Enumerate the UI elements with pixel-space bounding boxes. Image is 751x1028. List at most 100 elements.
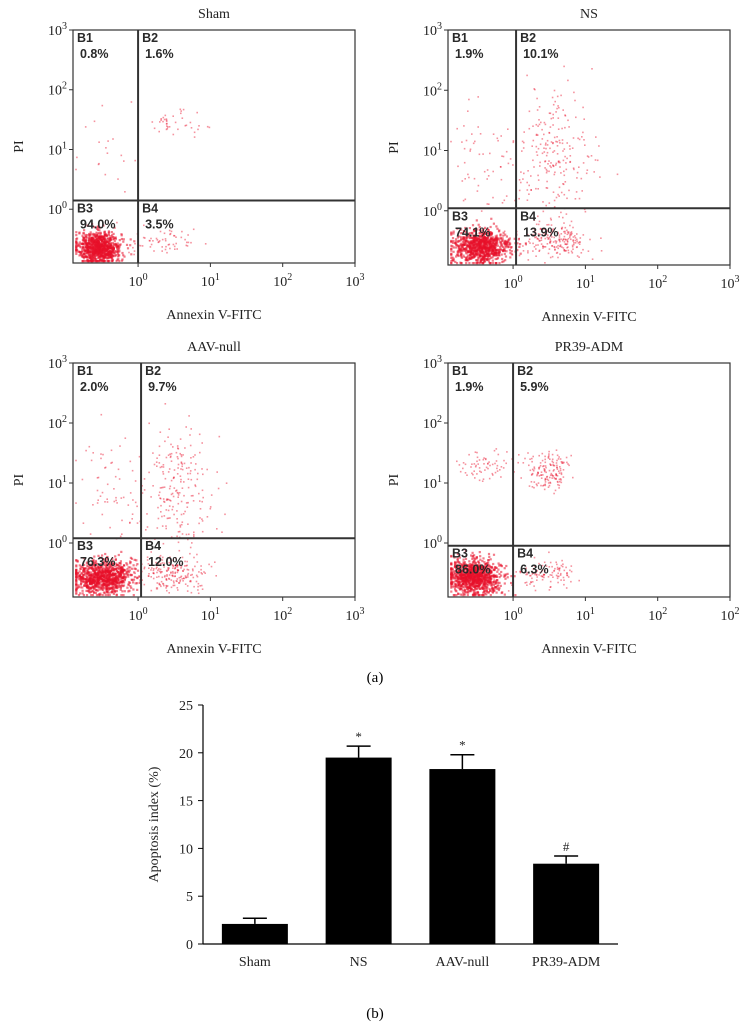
scatter-point — [122, 238, 125, 241]
scatter-point — [465, 570, 468, 573]
scatter-point — [454, 573, 457, 576]
scatter-point — [569, 161, 571, 163]
scatter-point — [183, 568, 185, 571]
scatter-point — [190, 462, 192, 464]
scatter-point — [538, 119, 540, 121]
scatter-point — [81, 565, 84, 568]
scatter-point — [473, 177, 476, 180]
scatter-point — [165, 585, 168, 588]
scatter-point — [148, 573, 150, 575]
scatter-point — [458, 248, 461, 251]
scatter-point — [458, 573, 461, 576]
scatter-point — [169, 453, 171, 455]
scatter-point — [518, 197, 520, 200]
scatter-point — [491, 249, 494, 252]
scatter-point — [464, 259, 467, 262]
scatter-point — [493, 237, 496, 240]
scatter-point — [469, 148, 472, 151]
scatter-point — [104, 173, 107, 176]
scatter-point — [165, 509, 168, 511]
scatter-point — [78, 578, 81, 581]
scatter-point — [111, 588, 114, 591]
scatter-point — [465, 251, 468, 254]
scatter-point — [556, 153, 559, 155]
scatter-point — [100, 413, 103, 416]
scatter-point — [88, 589, 91, 592]
scatter-point — [88, 575, 91, 578]
scatter-point — [549, 240, 551, 243]
scatter-point — [186, 506, 189, 508]
scatter-point — [83, 577, 86, 580]
scatter-point — [130, 573, 133, 577]
scatter-point — [111, 235, 114, 238]
scatter-point — [158, 241, 160, 243]
scatter-point — [535, 123, 538, 126]
scatter-point — [474, 246, 477, 249]
scatter-point — [143, 583, 146, 586]
scatter-point — [176, 518, 178, 520]
scatter-point — [535, 574, 538, 576]
scatter-point — [179, 108, 182, 111]
scatter-point — [522, 245, 524, 247]
scatter-point — [105, 560, 108, 563]
scatter-point — [93, 249, 96, 252]
scatter-point — [81, 255, 84, 258]
scatter-point — [489, 589, 492, 592]
scatter-point — [170, 493, 173, 496]
scatter-point — [545, 147, 547, 150]
scatter-point — [474, 249, 477, 252]
scatter-point — [201, 588, 204, 590]
scatter-point — [110, 587, 113, 590]
scatter-point — [572, 236, 575, 238]
scatter-point — [507, 245, 510, 249]
scatter-point — [99, 244, 102, 247]
scatter-point — [172, 565, 175, 568]
scatter-point — [121, 581, 124, 584]
scatter-point — [569, 224, 571, 227]
scatter-point — [486, 579, 489, 582]
scatter-point — [87, 570, 90, 574]
scatter-point — [539, 571, 541, 574]
scatter-point — [109, 564, 112, 567]
scatter-point — [141, 245, 144, 247]
scatter-point — [567, 251, 570, 254]
scatter-point — [509, 158, 512, 160]
scatter-point — [131, 513, 134, 515]
scatter-point — [463, 568, 466, 571]
scatter-point — [452, 571, 455, 574]
scatter-point — [483, 588, 486, 591]
scatter-point — [96, 226, 99, 229]
scatter-point — [102, 241, 106, 244]
scatter-point — [529, 583, 531, 585]
scatter-point — [164, 248, 167, 251]
scatter-point — [566, 240, 569, 242]
scatter-point — [468, 176, 470, 179]
scatter-point — [485, 565, 488, 568]
scatter-point — [108, 566, 111, 569]
scatter-point — [546, 180, 548, 183]
scatter-point — [464, 549, 467, 552]
scatter-point — [107, 250, 110, 253]
scatter-point — [167, 517, 170, 519]
scatter-point — [147, 575, 150, 577]
scatter-point — [461, 594, 464, 597]
scatter-point — [131, 469, 134, 472]
scatter-point — [177, 496, 179, 498]
scatter-point — [459, 250, 462, 254]
scatter-point — [469, 240, 472, 243]
scatter-point — [548, 132, 551, 134]
scatter-point — [128, 581, 132, 584]
scatter-point — [502, 231, 505, 234]
scatter-point — [214, 561, 216, 563]
scatter-point — [481, 582, 484, 585]
scatter-point — [480, 210, 483, 212]
scatter-point — [452, 250, 455, 253]
scatter-point — [164, 239, 167, 242]
scatter-point — [600, 250, 603, 252]
scatter-point — [556, 95, 559, 98]
scatter-point — [478, 256, 481, 259]
scatter-point — [475, 574, 478, 577]
scatter-point — [492, 583, 496, 586]
scatter-point — [183, 494, 185, 497]
scatter-point — [106, 251, 109, 254]
